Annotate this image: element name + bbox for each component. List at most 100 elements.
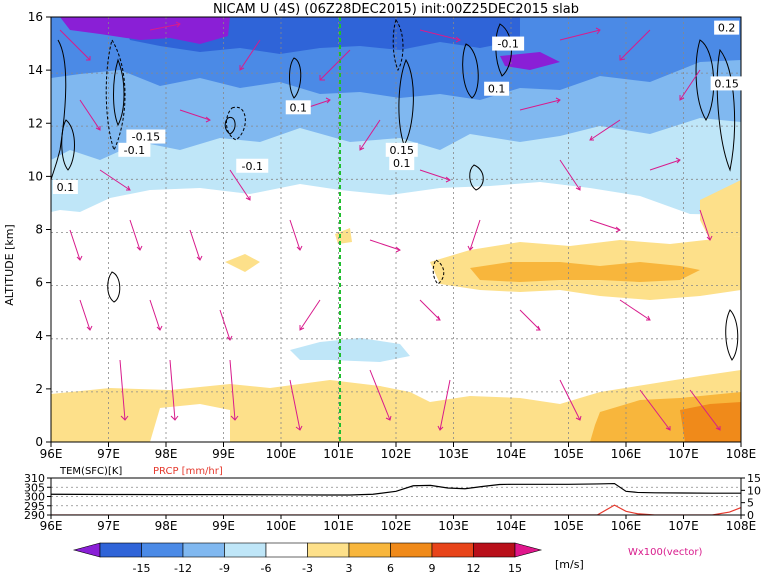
colorbar-tick-label: 15	[508, 562, 522, 575]
wind-vectors	[59, 21, 721, 431]
x-tick-label: 103E	[438, 447, 469, 461]
y-tick-label: 12	[28, 116, 43, 130]
shade-positive-blob-1	[225, 254, 260, 272]
w-contours	[51, 18, 739, 361]
sub-left-tick-label: 295	[24, 500, 45, 513]
contour-label-bg	[236, 158, 269, 173]
colorbar-tick-label: 3	[346, 562, 353, 575]
colorbar-swatch	[182, 542, 225, 558]
contour-label: -0.1	[242, 160, 263, 173]
contour-label: 0.1	[393, 157, 411, 170]
colorbar-min-triangle	[72, 542, 101, 558]
x-tick-label: 104E	[496, 447, 527, 461]
contour-label-bg	[285, 100, 311, 115]
x-tick-label: 98E	[155, 447, 178, 461]
chart-title: NICAM U (4S) (06Z28DEC2015) init:00Z25DE…	[213, 2, 579, 17]
contour-label: 0.1	[57, 181, 75, 194]
colorbar: -15 -12 -9 -6 -3 3 6 9 12 15	[72, 542, 543, 575]
colorbar-swatch	[348, 542, 391, 558]
contour-label-bg	[52, 180, 78, 194]
temperature-line	[51, 482, 741, 496]
colorbar-tick-label: 6	[387, 562, 394, 575]
sub-x-tick-label: 108E	[726, 519, 757, 533]
x-axis: 96E 97E 98E 99E 100E 101E 102E 103E 104E 105E 106E…	[40, 442, 757, 461]
contour-label: 0.2	[718, 22, 736, 35]
sub-right-tick-label: 10	[747, 484, 761, 497]
contour-label-bg	[710, 76, 743, 91]
sub-right-tick-label: 0	[747, 509, 754, 522]
shade-negative-max	[60, 17, 230, 44]
contour-label: -0.1	[497, 38, 518, 51]
shade-negative-small	[290, 338, 410, 362]
contour-label-layer: -0.10.20.150.10.1-0.15-0.1-0.10.150.10.1	[52, 20, 743, 194]
colorbar-tick-label: -12	[174, 562, 192, 575]
colorbar-swatch	[390, 542, 433, 558]
sub-x-tick-label: 104E	[496, 519, 527, 533]
contour-label: 0.15	[714, 77, 739, 90]
x-tick-label: 105E	[553, 447, 584, 461]
x-tick-label: 96E	[40, 447, 63, 461]
contour-label: 0.15	[390, 144, 415, 157]
sub-right-tick-label: 5	[747, 497, 754, 510]
shade-positive-low-gap	[150, 404, 230, 442]
main-panel	[50, 16, 742, 443]
sub-x-tick-label: 97E	[97, 519, 120, 533]
colorbar-tick-label: -6	[261, 562, 272, 575]
contour-label: -0.15	[132, 131, 160, 144]
sub-x-tick-label: 100E	[266, 519, 297, 533]
colorbar-unit: [m/s]	[555, 558, 584, 571]
sub-left-tick-label: 290	[24, 509, 45, 522]
sub-x-tick-label: 101E	[323, 519, 354, 533]
colorbar-tick-label: 12	[467, 562, 481, 575]
shade-positive-mid-core	[470, 262, 700, 282]
shade-positive-blob-2	[335, 228, 352, 244]
sub-left-tick-label: 300	[24, 491, 45, 504]
colorbar-tick-label: -3	[302, 562, 313, 575]
x-tick-label: 101E	[323, 447, 354, 461]
colorbar-tick-label: -15	[133, 562, 151, 575]
grid	[51, 17, 741, 442]
sub-x-tick-label: 99E	[212, 519, 235, 533]
x-tick-label: 108E	[726, 447, 757, 461]
x-tick-label: 106E	[611, 447, 642, 461]
sub-x-tick-label: 103E	[438, 519, 469, 533]
y-tick-label: 10	[28, 169, 43, 183]
contour-label-bg	[714, 20, 740, 35]
contour-label: 0.1	[290, 101, 308, 114]
y-tick-label: 2	[35, 382, 43, 396]
sub-x-tick-label: 96E	[40, 519, 63, 533]
contour-label-bg	[385, 142, 418, 157]
sub-x-axis: 96E 97E 98E 99E 100E 101E 102E 103E 104E 105E 106E…	[40, 515, 757, 533]
contour-label-bg	[126, 129, 166, 144]
colorbar-swatch	[141, 542, 184, 558]
sub-right-tick-label: 15	[747, 472, 761, 485]
colorbar-swatch	[265, 542, 308, 558]
colorbar-swatch	[99, 542, 142, 558]
y-tick-label: 16	[28, 10, 43, 24]
y-axis: 0 2 4 6 8 10 12 14 16	[28, 10, 51, 449]
sub-x-tick-label: 106E	[611, 519, 642, 533]
sub-left-tick-label: 305	[24, 481, 45, 494]
colorbar-swatch	[473, 542, 516, 558]
x-tick-label: 99E	[212, 447, 235, 461]
sub-x-tick-label: 102E	[381, 519, 412, 533]
sub-x-tick-label: 107E	[668, 519, 699, 533]
x-tick-label: 97E	[97, 447, 120, 461]
sub-series	[51, 482, 741, 515]
y-tick-label: 14	[28, 63, 43, 77]
colorbar-swatch	[431, 542, 474, 558]
sub-left-label: TEM(SFC)[K]	[59, 466, 122, 477]
sub-right-label: PRCP [mm/hr]	[153, 466, 223, 477]
contour-label-bg	[389, 156, 415, 171]
sub-x-tick-label: 105E	[553, 519, 584, 533]
sub-panel	[50, 477, 742, 516]
colorbar-swatch	[224, 542, 267, 558]
shade-negative-max-2	[500, 52, 560, 70]
x-tick-label: 107E	[668, 447, 699, 461]
shade-positive-east-column	[700, 180, 741, 240]
contour-label: -0.1	[124, 144, 145, 157]
colorbar-swatch	[307, 542, 350, 558]
